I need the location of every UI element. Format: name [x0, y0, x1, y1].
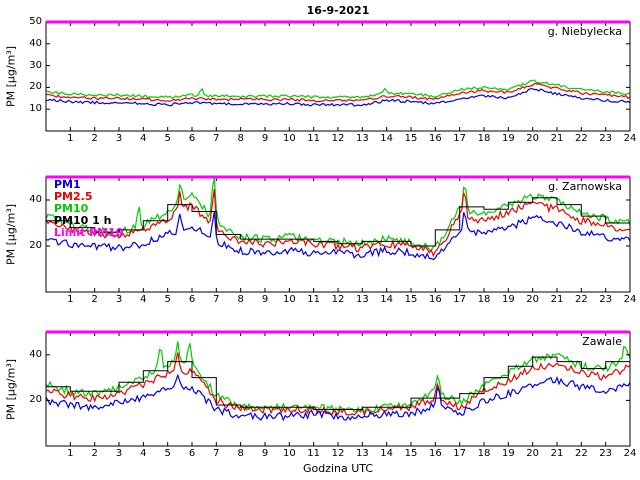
x-tick-label: 3	[115, 448, 123, 459]
x-tick-label: 12	[331, 133, 345, 144]
x-tick-label: 14	[380, 448, 394, 459]
x-tick-label: 11	[307, 294, 321, 305]
x-tick-label: 11	[307, 448, 321, 459]
x-tick-label: 1	[67, 133, 74, 144]
x-tick-label: 22	[574, 448, 588, 459]
x-tick-label: 7	[213, 294, 220, 305]
x-tick-label: 5	[164, 133, 171, 144]
x-tick-label: 17	[453, 294, 467, 305]
x-tick-label: 16	[428, 294, 442, 305]
x-tick-label: 7	[213, 133, 220, 144]
x-tick-label: 10	[282, 448, 296, 459]
x-tick-label: 4	[140, 448, 147, 459]
x-tick-label: 10	[282, 133, 296, 144]
x-tick-label: 5	[164, 294, 171, 305]
x-tick-label: 3	[115, 294, 123, 305]
y-tick-label: 50	[29, 16, 42, 27]
x-tick-label: 20	[526, 448, 540, 459]
plot-area-zawale	[45, 330, 631, 447]
x-tick-label: 6	[188, 133, 196, 144]
x-tick-label: 19	[501, 448, 515, 459]
x-tick-label: 13	[355, 294, 369, 305]
x-tick-label: 15	[404, 133, 418, 144]
x-tick-label: 7	[213, 448, 220, 459]
x-tick-label: 15	[404, 294, 418, 305]
x-tick-label: 14	[380, 133, 394, 144]
y-tick-label: 40	[29, 348, 42, 360]
x-tick-label: 19	[501, 133, 515, 144]
x-tick-label: 23	[599, 448, 613, 459]
x-tick-label: 24	[623, 294, 637, 305]
x-tick-label: 1	[67, 294, 74, 305]
x-tick-label: 24	[623, 448, 637, 459]
x-tick-label: 9	[261, 448, 269, 459]
x-tick-label: 22	[574, 133, 588, 144]
x-tick-label: 14	[380, 294, 394, 305]
legend-item-pm10: PM10	[54, 202, 89, 215]
station-label: g. Niebylecka	[547, 25, 622, 38]
x-tick-label: 4	[140, 133, 147, 144]
x-tick-label: 10	[282, 294, 296, 305]
y-tick-label: 20	[29, 81, 42, 93]
x-tick-label: 22	[574, 294, 588, 305]
x-tick-label: 21	[550, 133, 564, 144]
y-tick-label: 20	[29, 394, 42, 406]
subplot-zawale: PM [µg/m³] Zawale 1 2 3 4 5 6 7 8 9 10 11 12 13 14 15 1…	[5, 330, 636, 459]
x-tick-label: 23	[599, 133, 613, 144]
x-tick-label: 16	[428, 448, 442, 459]
x-tick-label: 21	[550, 448, 564, 459]
x-tick-label: 17	[453, 133, 467, 144]
x-tick-label: 18	[477, 448, 491, 459]
x-tick-label: 8	[237, 294, 244, 305]
x-axis-label: Godzina UTC	[302, 462, 374, 475]
station-label: g. Zarnowska	[548, 180, 622, 193]
x-tick-label: 2	[91, 294, 98, 305]
x-tick-label: 15	[404, 448, 418, 459]
subplot-niebylecka: PM [µg/m³] g. Niebylecka 1 2 3 4 5 6 7 8 9 10 11 12…	[5, 16, 637, 144]
x-tick-label: 16	[428, 133, 442, 144]
legend-item-limit: Limit PM10	[54, 226, 124, 239]
x-tick-label: 2	[91, 448, 98, 459]
x-tick-label: 24	[623, 133, 637, 144]
x-tick-label: 9	[261, 133, 269, 144]
legend-item-pm25: PM2.5	[54, 190, 93, 203]
x-tick-label: 23	[599, 294, 613, 305]
x-tick-label: 13	[355, 448, 369, 459]
x-tick-label: 17	[453, 448, 467, 459]
x-tick-label: 8	[237, 133, 244, 144]
x-tick-label: 9	[261, 294, 269, 305]
x-tick-label: 12	[331, 294, 345, 305]
legend-item-pm10-1h: PM10 1 h	[54, 214, 112, 227]
y-tick-label: 40	[29, 37, 42, 49]
y-tick-label: 40	[29, 194, 42, 205]
plot-area-zarnowska	[45, 175, 631, 293]
x-tick-label: 13	[355, 133, 369, 144]
x-tick-label: 5	[164, 448, 171, 459]
x-tick-label: 6	[188, 448, 196, 459]
x-tick-label: 2	[91, 133, 98, 144]
x-tick-label: 4	[140, 294, 147, 305]
x-tick-label: 12	[331, 448, 345, 459]
x-tick-label: 19	[501, 294, 515, 305]
subplot-zarnowska: PM [µg/m³] PM1 PM2.5 PM10 PM10 1 h Limit…	[5, 175, 636, 305]
x-tick-label: 1	[67, 448, 74, 459]
legend: PM1 PM2.5 PM10 PM10 1 h Limit PM10	[54, 179, 123, 239]
x-tick-label: 20	[526, 294, 540, 305]
x-tick-label: 11	[307, 133, 321, 144]
x-tick-label: 8	[237, 448, 244, 459]
chart-title: 16-9-2021	[306, 4, 370, 17]
station-label: Zawale	[582, 335, 622, 348]
legend-item-pm1: PM1	[54, 178, 81, 191]
x-tick-label: 20	[526, 133, 540, 144]
x-tick-label: 18	[477, 294, 491, 305]
y-tick-label: 10	[29, 103, 42, 115]
x-tick-label: 21	[550, 294, 564, 305]
x-tick-label: 18	[477, 133, 491, 144]
x-tick-label: 3	[115, 133, 123, 144]
y-tick-label: 30	[29, 59, 42, 71]
plot-area-niebylecka	[45, 20, 631, 132]
y-tick-label: 20	[29, 240, 42, 251]
x-tick-label: 6	[188, 294, 196, 305]
